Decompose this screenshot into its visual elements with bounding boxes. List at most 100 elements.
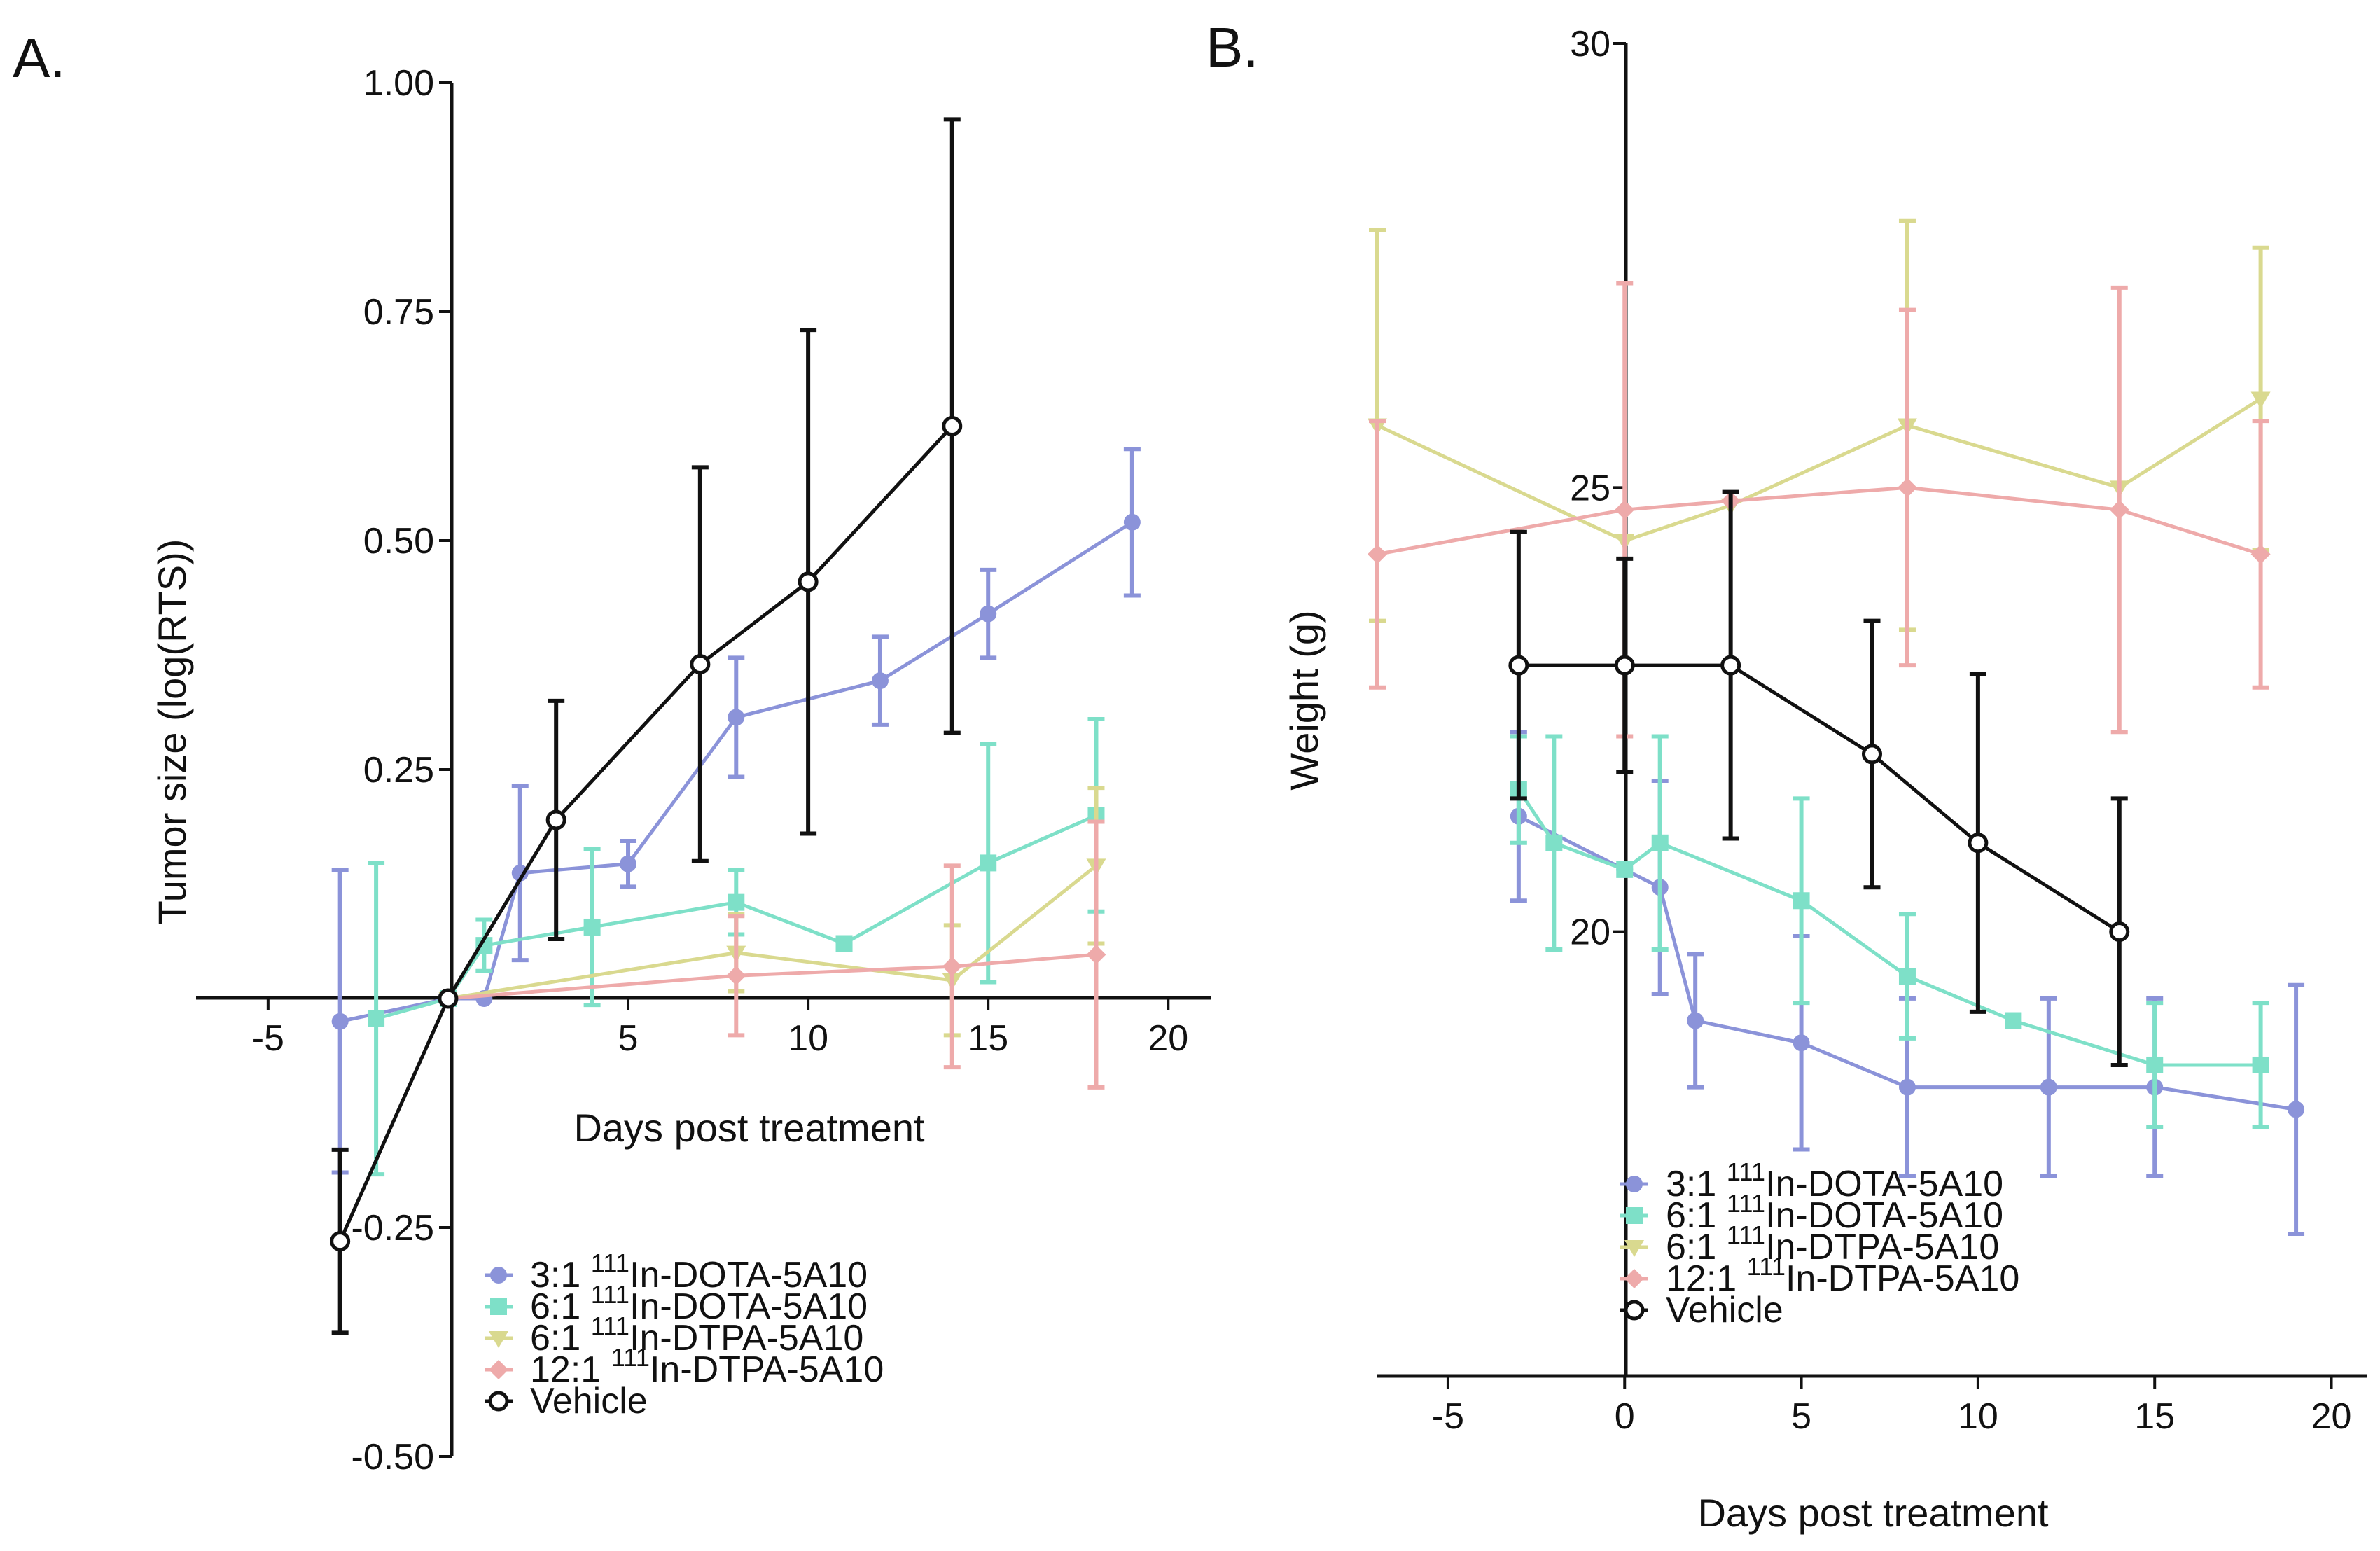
data-point <box>2252 1056 2269 1073</box>
series-4 <box>330 117 963 1335</box>
x-axis-title: Days post treatment <box>1697 1491 2049 1535</box>
y-tick-label: 0.50 <box>363 521 434 562</box>
legend-marker <box>1624 1269 1644 1288</box>
data-point <box>330 1231 351 1252</box>
data-point <box>331 1013 349 1030</box>
data-point <box>545 809 566 830</box>
legend-label: 3:1 111In-DOTA-5A10 <box>530 1249 868 1295</box>
y-tick-label: 0.25 <box>363 750 434 791</box>
y-tick-label: -0.25 <box>351 1208 434 1249</box>
data-point <box>1968 833 1989 854</box>
series-line <box>1517 788 2261 1067</box>
data-point <box>1614 655 1635 676</box>
legend-label-prefix: Vehicle <box>1666 1290 1783 1330</box>
data-point <box>726 966 746 986</box>
y-tick-label: 25 <box>1570 468 1610 508</box>
data-point <box>438 988 459 1009</box>
legend-label-superscript: 111 <box>591 1280 629 1309</box>
series-line <box>447 864 1098 1001</box>
series-2 <box>1368 218 2271 632</box>
legend-label-prefix: 6:1 <box>1666 1195 1727 1236</box>
data-point <box>2005 1012 2022 1029</box>
legend-label-prefix: 6:1 <box>530 1318 591 1358</box>
data-point <box>871 672 889 690</box>
legend-label-prefix: 3:1 <box>530 1255 591 1295</box>
data-point <box>1123 513 1141 531</box>
y-tick-label: 20 <box>1570 912 1610 953</box>
data-point <box>2109 500 2129 520</box>
data-point <box>1687 1012 1704 1029</box>
data-point <box>1862 744 1882 765</box>
legend-label-suffix: In-DOTA-5A10 <box>1765 1195 2003 1236</box>
legend-label: 6:1 111In-DOTA-5A10 <box>1666 1189 2003 1236</box>
legend-label-suffix: In-DTPA-5A10 <box>1765 1227 1999 1267</box>
x-tick-label: 15 <box>968 1018 1008 1059</box>
x-tick-label: 10 <box>1958 1396 1998 1437</box>
data-point <box>798 571 819 592</box>
x-tick-label: 20 <box>1148 1018 1188 1059</box>
data-point <box>942 957 962 977</box>
legend-label: 6:1 111In-DTPA-5A10 <box>530 1312 863 1358</box>
y-axis-title: Tumor size (log(RTS)) <box>150 539 194 925</box>
legend-label: 12:1 111In-DTPA-5A10 <box>1666 1252 2019 1299</box>
legend-label: 6:1 111In-DOTA-5A10 <box>530 1280 868 1327</box>
legend-marker <box>1626 1176 1643 1192</box>
legend-item: 6:1 111In-DOTA-5A10 <box>1620 1189 2003 1236</box>
data-point <box>2250 544 2271 564</box>
legend-label: 12:1 111In-DTPA-5A10 <box>530 1343 884 1390</box>
series-0 <box>1510 730 2305 1237</box>
chart-panel-b: B. -5 0 5 10 15 20 20 25 30 Days post treatment Wei… <box>1206 16 2367 1535</box>
legend-label-prefix: 12:1 <box>530 1349 611 1390</box>
legend-label-prefix: Vehicle <box>530 1381 648 1421</box>
data-point <box>368 1010 385 1027</box>
series-3 <box>438 819 1106 1090</box>
series-1 <box>1510 734 2269 1129</box>
legend-label-superscript: 111 <box>1727 1189 1765 1218</box>
panel-label: A. <box>13 27 66 89</box>
legend-marker <box>1626 1207 1643 1224</box>
x-tick-label: 20 <box>2311 1396 2352 1437</box>
data-point <box>835 935 853 952</box>
data-point <box>1897 478 1917 498</box>
data-point <box>1898 968 1916 985</box>
legend-item: 3:1 111In-DOTA-5A10 <box>1620 1157 2003 1204</box>
series-line <box>1518 663 2121 933</box>
legend-marker <box>489 1331 508 1348</box>
series-1 <box>368 717 1105 1177</box>
data-point <box>1508 655 1529 676</box>
x-tick-label: 5 <box>618 1018 639 1059</box>
series-line <box>447 952 1097 1001</box>
series-3 <box>1368 281 2271 739</box>
legend-label-suffix: In-DOTA-5A10 <box>629 1255 868 1295</box>
legend-label: 6:1 111In-DTPA-5A10 <box>1666 1220 1999 1267</box>
legend-marker <box>489 1360 508 1379</box>
data-point <box>1615 500 1635 520</box>
data-point <box>2109 921 2130 943</box>
data-point <box>728 709 745 726</box>
series-4 <box>1508 489 2130 1067</box>
legend-label-prefix: 3:1 <box>1666 1164 1727 1204</box>
legend-label-suffix: In-DOTA-5A10 <box>629 1286 868 1327</box>
legend-item: 6:1 111In-DTPA-5A10 <box>485 1312 863 1358</box>
data-point <box>1651 834 1669 851</box>
data-point <box>2146 1056 2164 1073</box>
chart-panel-a: A. -5 5 10 15 20 -0.50 -0.25 0.25 0.50 0.75 1.00 Day… <box>13 27 1211 1477</box>
data-point <box>1545 834 1563 851</box>
series-line <box>338 424 954 1242</box>
legend-label-superscript: 111 <box>1727 1220 1765 1249</box>
legend-item: 12:1 111In-DTPA-5A10 <box>485 1343 884 1390</box>
data-point <box>728 893 745 911</box>
axes: -5 0 5 10 15 20 20 25 30 Days post treatment Weigh… <box>1282 24 2367 1535</box>
data-point <box>1368 544 1387 564</box>
legend-item: 3:1 111In-DOTA-5A10 <box>485 1249 868 1295</box>
data-point <box>1793 892 1810 910</box>
data-point <box>583 918 601 936</box>
panel-label: B. <box>1206 16 1259 78</box>
y-tick-label: 30 <box>1570 24 1610 64</box>
legend-label-superscript: 111 <box>611 1343 650 1372</box>
legend-label-suffix: In-DTPA-5A10 <box>1786 1258 2019 1299</box>
legend-label-prefix: 6:1 <box>530 1286 591 1327</box>
x-tick-label: -5 <box>1432 1396 1464 1437</box>
series-line <box>1376 397 2262 543</box>
